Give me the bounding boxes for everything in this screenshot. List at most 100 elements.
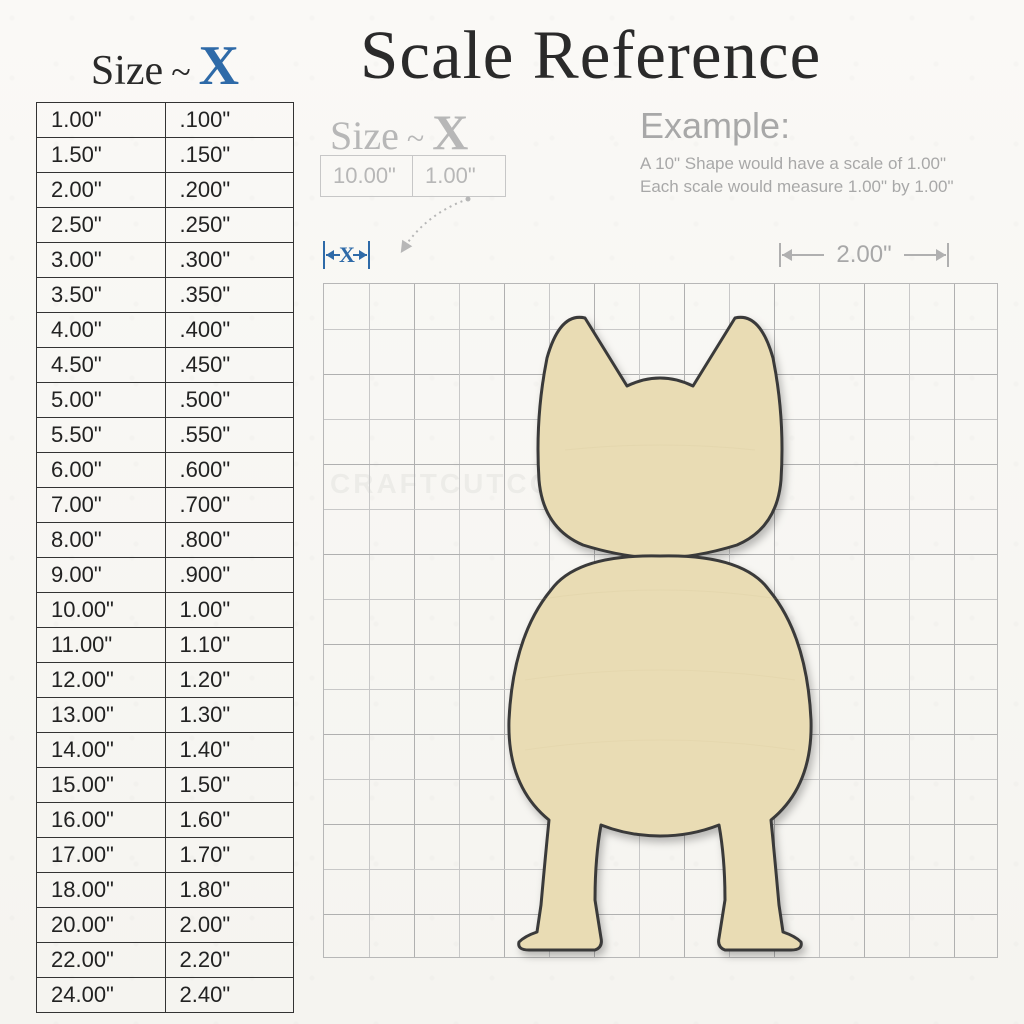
- table-cell: .600": [165, 453, 294, 488]
- table-cell: .150": [165, 138, 294, 173]
- header-word: Size: [91, 47, 163, 95]
- table-cell: 13.00": [37, 698, 166, 733]
- table-cell: 14.00": [37, 733, 166, 768]
- table-cell: 1.10": [165, 628, 294, 663]
- table-row: 20.00"2.00": [37, 908, 294, 943]
- x-marker-label: X: [339, 242, 355, 267]
- table-row: 3.00".300": [37, 243, 294, 278]
- size-table-wrap: Size ~ X 1.00".100"1.50".150"2.00".200"2…: [36, 34, 294, 1013]
- table-cell: .250": [165, 208, 294, 243]
- table-cell: 18.00": [37, 873, 166, 908]
- table-cell: 5.00": [37, 383, 166, 418]
- example-line-1: A 10" Shape would have a scale of 1.00": [640, 153, 954, 176]
- table-cell: 9.00": [37, 558, 166, 593]
- table-row: 2.50".250": [37, 208, 294, 243]
- table-cell: 24.00": [37, 978, 166, 1013]
- table-cell: .800": [165, 523, 294, 558]
- mini-cell-x: 1.00": [413, 156, 505, 196]
- table-cell: 1.20": [165, 663, 294, 698]
- table-cell: 3.50": [37, 278, 166, 313]
- table-cell: 1.70": [165, 838, 294, 873]
- table-row: 7.00".700": [37, 488, 294, 523]
- table-cell: 7.00": [37, 488, 166, 523]
- table-cell: 15.00": [37, 768, 166, 803]
- table-row: 4.50".450": [37, 348, 294, 383]
- table-cell: 1.00": [37, 103, 166, 138]
- size-table: 1.00".100"1.50".150"2.00".200"2.50".250"…: [36, 102, 294, 1013]
- example-scale-label: 2.00": [836, 241, 891, 268]
- table-cell: 4.00": [37, 313, 166, 348]
- example-line-2: Each scale would measure 1.00" by 1.00": [640, 176, 954, 199]
- wood-shape-head: [538, 317, 782, 558]
- table-cell: 8.00": [37, 523, 166, 558]
- table-row: 1.50".150": [37, 138, 294, 173]
- table-row: 16.00"1.60": [37, 803, 294, 838]
- table-row: 12.00"1.20": [37, 663, 294, 698]
- table-cell: .700": [165, 488, 294, 523]
- x-scale-marker: X: [316, 237, 416, 273]
- table-cell: 22.00": [37, 943, 166, 978]
- table-cell: 11.00": [37, 628, 166, 663]
- header-x: X: [199, 34, 239, 98]
- table-cell: 2.40": [165, 978, 294, 1013]
- table-cell: .200": [165, 173, 294, 208]
- table-cell: 1.00": [165, 593, 294, 628]
- table-cell: 2.00": [165, 908, 294, 943]
- table-cell: .300": [165, 243, 294, 278]
- table-cell: .400": [165, 313, 294, 348]
- table-cell: .550": [165, 418, 294, 453]
- table-row: 9.00".900": [37, 558, 294, 593]
- table-row: 8.00".800": [37, 523, 294, 558]
- example-block: Example: A 10" Shape would have a scale …: [640, 105, 954, 199]
- mini-cell-size: 10.00": [321, 156, 413, 196]
- table-cell: 1.50": [37, 138, 166, 173]
- mini-header-dash: ~: [407, 120, 424, 157]
- table-cell: 2.20": [165, 943, 294, 978]
- shape-preview: [445, 300, 875, 960]
- header-dash: ~: [171, 51, 190, 93]
- table-row: 22.00"2.20": [37, 943, 294, 978]
- table-row: 18.00"1.80": [37, 873, 294, 908]
- table-row: 3.50".350": [37, 278, 294, 313]
- table-cell: 1.60": [165, 803, 294, 838]
- table-cell: 1.80": [165, 873, 294, 908]
- table-row: 24.00"2.40": [37, 978, 294, 1013]
- table-cell: 4.50": [37, 348, 166, 383]
- table-cell: 2.50": [37, 208, 166, 243]
- table-row: 2.00".200": [37, 173, 294, 208]
- table-cell: 1.30": [165, 698, 294, 733]
- page-title: Scale Reference: [360, 16, 821, 95]
- page: Scale Reference Size ~ X 1.00".100"1.50"…: [0, 0, 1024, 1024]
- table-cell: 1.40": [165, 733, 294, 768]
- table-cell: .900": [165, 558, 294, 593]
- table-cell: .500": [165, 383, 294, 418]
- table-row: 11.00"1.10": [37, 628, 294, 663]
- table-cell: 16.00": [37, 803, 166, 838]
- table-row: 10.00"1.00": [37, 593, 294, 628]
- table-cell: 10.00": [37, 593, 166, 628]
- table-cell: 20.00": [37, 908, 166, 943]
- table-row: 15.00"1.50": [37, 768, 294, 803]
- table-row: 14.00"1.40": [37, 733, 294, 768]
- table-cell: 17.00": [37, 838, 166, 873]
- table-row: 4.00".400": [37, 313, 294, 348]
- table-cell: 2.00": [37, 173, 166, 208]
- wood-shape-body: [509, 556, 811, 950]
- example-scale-marker: 2.00": [774, 237, 954, 273]
- example-title: Example:: [640, 105, 954, 147]
- size-table-header: Size ~ X: [36, 34, 294, 102]
- table-cell: 6.00": [37, 453, 166, 488]
- table-row: 5.50".550": [37, 418, 294, 453]
- table-row: 13.00"1.30": [37, 698, 294, 733]
- table-cell: .100": [165, 103, 294, 138]
- table-cell: .450": [165, 348, 294, 383]
- table-cell: 3.00": [37, 243, 166, 278]
- table-row: 17.00"1.70": [37, 838, 294, 873]
- table-cell: 5.50": [37, 418, 166, 453]
- table-cell: .350": [165, 278, 294, 313]
- table-cell: 12.00": [37, 663, 166, 698]
- mini-header-word: Size: [330, 112, 399, 159]
- mini-header: Size ~ X: [330, 103, 468, 161]
- mini-header-x: X: [432, 103, 468, 161]
- table-row: 1.00".100": [37, 103, 294, 138]
